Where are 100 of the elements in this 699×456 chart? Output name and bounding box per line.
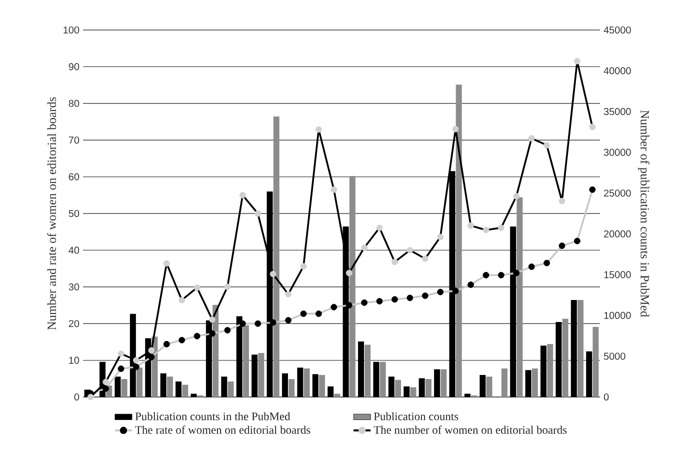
point — [224, 327, 231, 334]
point — [163, 340, 170, 348]
point — [118, 350, 124, 357]
point — [574, 238, 580, 244]
y2-tick-label: 30000 — [604, 148, 631, 156]
point — [270, 270, 276, 278]
point — [346, 270, 352, 276]
bar — [176, 382, 182, 397]
y-tick-label: 30 — [68, 283, 80, 290]
bar — [510, 226, 516, 397]
point — [102, 385, 110, 392]
bar — [304, 368, 310, 397]
point — [148, 354, 155, 360]
point — [254, 210, 262, 217]
bar — [425, 379, 432, 397]
bar — [282, 373, 288, 397]
y-tick-label: 80 — [68, 100, 80, 107]
point — [133, 364, 140, 370]
bar — [228, 382, 234, 397]
point — [224, 284, 231, 290]
bar — [464, 394, 470, 397]
point — [437, 288, 444, 296]
bar — [562, 318, 568, 397]
point — [589, 186, 596, 193]
bar — [480, 374, 486, 397]
y-tick-label: 100 — [64, 26, 80, 34]
point — [482, 272, 490, 278]
point — [194, 284, 200, 291]
bar — [364, 344, 371, 397]
bar — [586, 351, 592, 397]
bar — [532, 368, 538, 397]
y-axis-title: Number and rate of women on editorial boards — [47, 97, 56, 330]
point — [178, 336, 186, 344]
point — [300, 263, 307, 270]
point — [574, 58, 580, 64]
point — [254, 320, 262, 327]
bar — [410, 387, 416, 397]
bar — [388, 376, 394, 397]
y-tick-label: 60 — [68, 173, 80, 180]
point — [392, 296, 398, 303]
y-tick-label: 40 — [68, 246, 80, 254]
point — [209, 316, 216, 323]
bar — [288, 379, 295, 397]
point — [346, 302, 352, 308]
point — [209, 330, 216, 337]
bar — [252, 354, 258, 397]
point — [376, 224, 383, 232]
point — [285, 291, 292, 298]
bar — [236, 316, 242, 397]
point — [544, 142, 550, 148]
bar — [592, 326, 599, 397]
point — [544, 260, 550, 266]
legend-label: The number of women on editorial boards — [374, 426, 567, 434]
point — [300, 310, 307, 317]
point — [558, 242, 566, 249]
bar — [121, 379, 128, 397]
bar — [501, 368, 508, 397]
point — [239, 320, 246, 327]
bar — [456, 84, 462, 397]
bar — [358, 342, 364, 397]
bar — [380, 362, 386, 397]
y2-tick-label: 10000 — [604, 312, 631, 319]
point — [392, 258, 398, 266]
bar — [404, 386, 410, 397]
y-tick-label: 70 — [68, 136, 80, 144]
bar — [556, 322, 562, 397]
point — [528, 135, 535, 142]
bar — [540, 346, 546, 397]
y2-tick-label: 35000 — [604, 108, 631, 116]
bar — [273, 116, 280, 397]
point — [178, 296, 186, 304]
y2-tick-label: 45000 — [604, 26, 631, 34]
y2-tick-label: 25000 — [604, 190, 631, 197]
point — [376, 298, 383, 304]
bar — [373, 362, 380, 397]
point — [422, 292, 428, 299]
bar — [114, 376, 121, 397]
y-tick-label: 10 — [69, 356, 80, 364]
point — [315, 126, 322, 133]
point — [330, 186, 338, 193]
point — [498, 272, 504, 278]
point — [270, 319, 276, 326]
point — [452, 288, 459, 294]
y2-tick-label: 15000 — [604, 271, 631, 278]
bar — [516, 197, 523, 397]
point — [133, 357, 140, 364]
y2-axis-title: Number of publication counts in PubMed — [638, 110, 650, 317]
point — [361, 244, 368, 251]
legend-label: Publication counts — [374, 412, 458, 420]
y2-tick-label: 0 — [604, 393, 609, 401]
bar — [395, 380, 402, 397]
point — [513, 270, 520, 276]
bar — [242, 325, 249, 397]
bar — [190, 394, 197, 397]
bar — [486, 376, 492, 397]
point — [468, 281, 474, 288]
point — [118, 366, 124, 372]
point — [148, 347, 155, 354]
bar — [297, 368, 304, 397]
point — [361, 299, 368, 306]
